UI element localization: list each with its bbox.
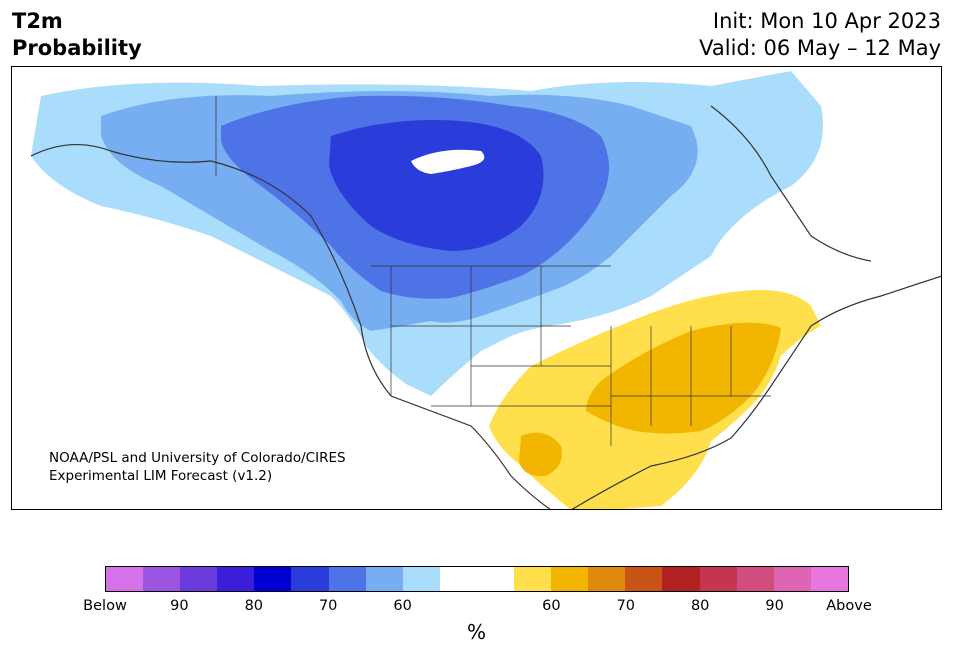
colorbar-swatch: [699, 567, 737, 591]
map-frame: [11, 66, 942, 510]
colorbar-swatch: [514, 567, 552, 591]
credit-text: NOAA/PSL and University of Colorado/CIRE…: [49, 449, 346, 485]
colorbar-swatch: [662, 567, 700, 591]
colorbar-swatch: [625, 567, 663, 591]
map-title: T2m Probability: [12, 8, 142, 62]
colorbar-swatch: [106, 567, 144, 591]
colorbar-tick-label: 90: [170, 598, 189, 614]
colorbar-swatch: [291, 567, 329, 591]
colorbar-swatch: [365, 567, 403, 591]
colorbar-tick-label: 80: [690, 598, 710, 614]
colorbar-tick-label: Above: [826, 598, 872, 614]
colorbar-swatch: [736, 567, 774, 591]
colorbar-ticks: Below 90 80 70 60 60 70 80 90 Above: [0, 598, 953, 618]
colorbar-tick-label: 60: [542, 598, 561, 614]
colorbar-swatch: [143, 567, 181, 591]
quantity-label: Probability: [12, 36, 142, 60]
colorbar-tick-label: 70: [616, 598, 636, 614]
colorbar: [105, 566, 849, 592]
colorbar-swatch: [439, 567, 477, 591]
colorbar-swatch: [180, 567, 218, 591]
valid-range: Valid: 06 May – 12 May: [699, 36, 941, 60]
colorbar-swatch: [328, 567, 366, 591]
init-date: Init: Mon 10 Apr 2023: [712, 9, 941, 33]
below-75-region: [329, 120, 544, 251]
above-65-texas: [519, 432, 562, 477]
colorbar-tick-label: 90: [765, 598, 784, 614]
credit-line-2: Experimental LIM Forecast (v1.2): [49, 468, 273, 484]
above-65-region: [586, 322, 781, 434]
colorbar-swatch: [217, 567, 255, 591]
colorbar-swatch: [588, 567, 626, 591]
colorbar-swatch: [476, 567, 515, 591]
colorbar-swatch: [773, 567, 811, 591]
political-borders: [215, 96, 771, 446]
forecast-dates: Init: Mon 10 Apr 2023 Valid: 06 May – 12…: [699, 8, 941, 62]
colorbar-tick-label: 70: [318, 598, 338, 614]
colorbar-swatch: [254, 567, 292, 591]
colorbar-tick-label: 80: [244, 598, 264, 614]
colorbar-swatch: [810, 567, 848, 591]
colorbar-label: %: [466, 620, 486, 644]
probability-map: [11, 66, 942, 510]
coastlines: [30, 105, 942, 510]
colorbar-swatch: [402, 567, 440, 591]
variable-label: T2m: [12, 9, 63, 33]
colorbar-swatch: [551, 567, 589, 591]
colorbar-tick-label: 60: [393, 598, 412, 614]
credit-line-1: NOAA/PSL and University of Colorado/CIRE…: [49, 450, 346, 466]
hudson-bay: [411, 149, 485, 174]
colorbar-tick-label: Below: [83, 598, 127, 614]
